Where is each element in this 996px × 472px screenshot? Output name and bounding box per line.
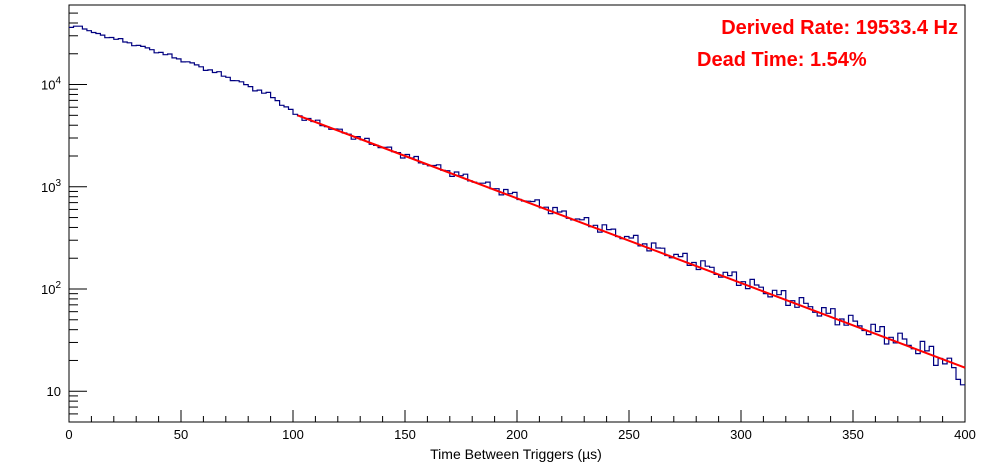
x-tick-label: 350: [842, 427, 864, 442]
x-tick-label: 400: [954, 427, 976, 442]
x-tick-label: 0: [65, 427, 72, 442]
y-tick-label: 103: [41, 178, 61, 195]
x-tick-label: 50: [174, 427, 188, 442]
y-tick-label: 10: [47, 384, 61, 399]
dead-time-annotation: Dead Time: 1.54%: [697, 49, 867, 71]
plot-frame: [68, 4, 966, 423]
x-tick-label: 250: [618, 427, 640, 442]
derived-rate-annotation: Derived Rate: 19533.4 Hz: [721, 17, 958, 39]
series-layer: [69, 25, 966, 386]
x-axis-title: Time Between Triggers (µs): [430, 446, 602, 462]
x-tick-label: 300: [730, 427, 752, 442]
x-tick-label: 200: [506, 427, 528, 442]
y-tick-label: 104: [41, 76, 61, 93]
y-axis-ticks: 10 102 103 104: [41, 4, 87, 423]
fit-line: [297, 114, 966, 369]
x-tick-label: 100: [282, 427, 304, 442]
x-tick-label: 150: [394, 427, 416, 442]
x-axis-ticks: 0 50 100 150 200 250 300 350 400: [65, 410, 976, 442]
y-tick-label: 102: [41, 280, 61, 297]
